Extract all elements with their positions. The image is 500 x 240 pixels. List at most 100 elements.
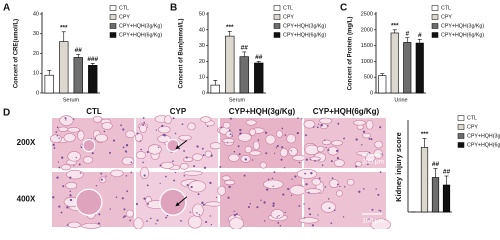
nucleus bbox=[281, 127, 284, 130]
nucleus bbox=[310, 158, 312, 160]
legend-swatch bbox=[431, 32, 439, 38]
nucleus bbox=[276, 144, 279, 148]
nucleus bbox=[343, 137, 345, 140]
nucleus bbox=[321, 164, 324, 167]
nucleus bbox=[173, 179, 176, 182]
nucleus bbox=[143, 197, 146, 200]
nucleus bbox=[249, 203, 252, 205]
tubule bbox=[228, 153, 240, 162]
legend-swatch bbox=[457, 115, 465, 121]
tubule bbox=[333, 159, 345, 167]
bar bbox=[442, 184, 451, 213]
tubule bbox=[164, 115, 172, 125]
tubule bbox=[134, 133, 143, 142]
nucleus bbox=[108, 151, 111, 154]
tubule bbox=[263, 179, 284, 189]
nucleus bbox=[272, 204, 275, 207]
y-tick-label: 30 bbox=[199, 43, 205, 49]
nucleus bbox=[142, 117, 145, 119]
scale-label: 200 μm bbox=[362, 159, 384, 166]
nucleus bbox=[317, 123, 320, 125]
nucleus bbox=[228, 185, 231, 189]
nucleus bbox=[95, 185, 98, 187]
nucleus bbox=[196, 212, 198, 214]
nucleus bbox=[280, 158, 283, 161]
nucleus bbox=[324, 186, 327, 188]
tubule bbox=[77, 130, 85, 141]
tubule bbox=[148, 144, 162, 155]
tubule bbox=[67, 151, 81, 162]
nucleus bbox=[172, 117, 175, 120]
nucleus bbox=[61, 156, 64, 159]
nucleus bbox=[235, 213, 238, 216]
tubule bbox=[354, 161, 363, 167]
nucleus bbox=[324, 139, 326, 141]
nucleus bbox=[239, 132, 242, 135]
glomerulus bbox=[75, 188, 103, 216]
tubule bbox=[374, 140, 383, 149]
nucleus bbox=[56, 176, 59, 179]
tubule bbox=[373, 149, 384, 159]
nucleus bbox=[375, 188, 377, 190]
column-label: CYP+HQH(3g/Kg) bbox=[229, 107, 296, 116]
tubule bbox=[121, 156, 135, 166]
bar bbox=[378, 75, 387, 94]
nucleus bbox=[193, 165, 196, 168]
nucleus bbox=[290, 150, 292, 152]
nucleus bbox=[362, 188, 365, 190]
bar bbox=[431, 177, 440, 213]
nucleus bbox=[69, 194, 72, 197]
legend-swatch bbox=[109, 23, 117, 29]
nucleus bbox=[239, 128, 242, 132]
nucleus bbox=[307, 191, 310, 194]
nucleus bbox=[165, 216, 167, 219]
tubule bbox=[276, 130, 283, 138]
nucleus bbox=[287, 187, 290, 191]
nucleus bbox=[183, 150, 185, 152]
nucleus bbox=[172, 160, 174, 163]
nucleus bbox=[125, 151, 128, 153]
nucleus bbox=[317, 214, 319, 216]
bar bbox=[420, 147, 429, 213]
bar bbox=[44, 74, 54, 94]
tubule bbox=[346, 178, 355, 186]
legend-label: CTL bbox=[441, 5, 451, 11]
tubule bbox=[49, 134, 62, 143]
tubule bbox=[237, 132, 252, 142]
y-axis-label: Concent of CRE(umol/L) bbox=[14, 19, 20, 88]
nucleus bbox=[58, 166, 61, 169]
significance: *** bbox=[60, 24, 68, 31]
nucleus bbox=[229, 133, 232, 136]
y-tick-label: 10 bbox=[199, 75, 205, 81]
nucleus bbox=[56, 126, 59, 129]
nucleus bbox=[174, 171, 177, 174]
error-bar bbox=[444, 175, 449, 185]
y-tick-label: 1000 bbox=[361, 59, 373, 65]
error-bar bbox=[380, 73, 385, 76]
tubule bbox=[179, 162, 189, 170]
error-bar bbox=[417, 38, 422, 44]
nucleus bbox=[56, 135, 58, 137]
nucleus bbox=[52, 196, 55, 199]
nucleus bbox=[186, 183, 189, 187]
tubule bbox=[370, 218, 391, 229]
nucleus bbox=[190, 185, 193, 189]
nucleus bbox=[65, 119, 67, 121]
nucleus bbox=[91, 152, 94, 155]
legend-swatch bbox=[273, 23, 281, 29]
nucleus bbox=[265, 152, 268, 155]
y-tick-label: 40 bbox=[199, 27, 205, 33]
significance: ## bbox=[432, 161, 440, 168]
nucleus bbox=[163, 134, 167, 137]
nucleus bbox=[305, 134, 307, 137]
nucleus bbox=[125, 144, 129, 147]
significance: ### bbox=[87, 56, 98, 63]
nucleus bbox=[263, 201, 266, 204]
y-tick-label: 20 bbox=[33, 51, 39, 57]
nucleus bbox=[79, 172, 82, 174]
nucleus bbox=[275, 147, 277, 149]
glomerulus bbox=[82, 138, 96, 153]
nucleus bbox=[143, 174, 146, 177]
legend-swatch bbox=[273, 32, 281, 38]
tubule bbox=[289, 185, 306, 196]
